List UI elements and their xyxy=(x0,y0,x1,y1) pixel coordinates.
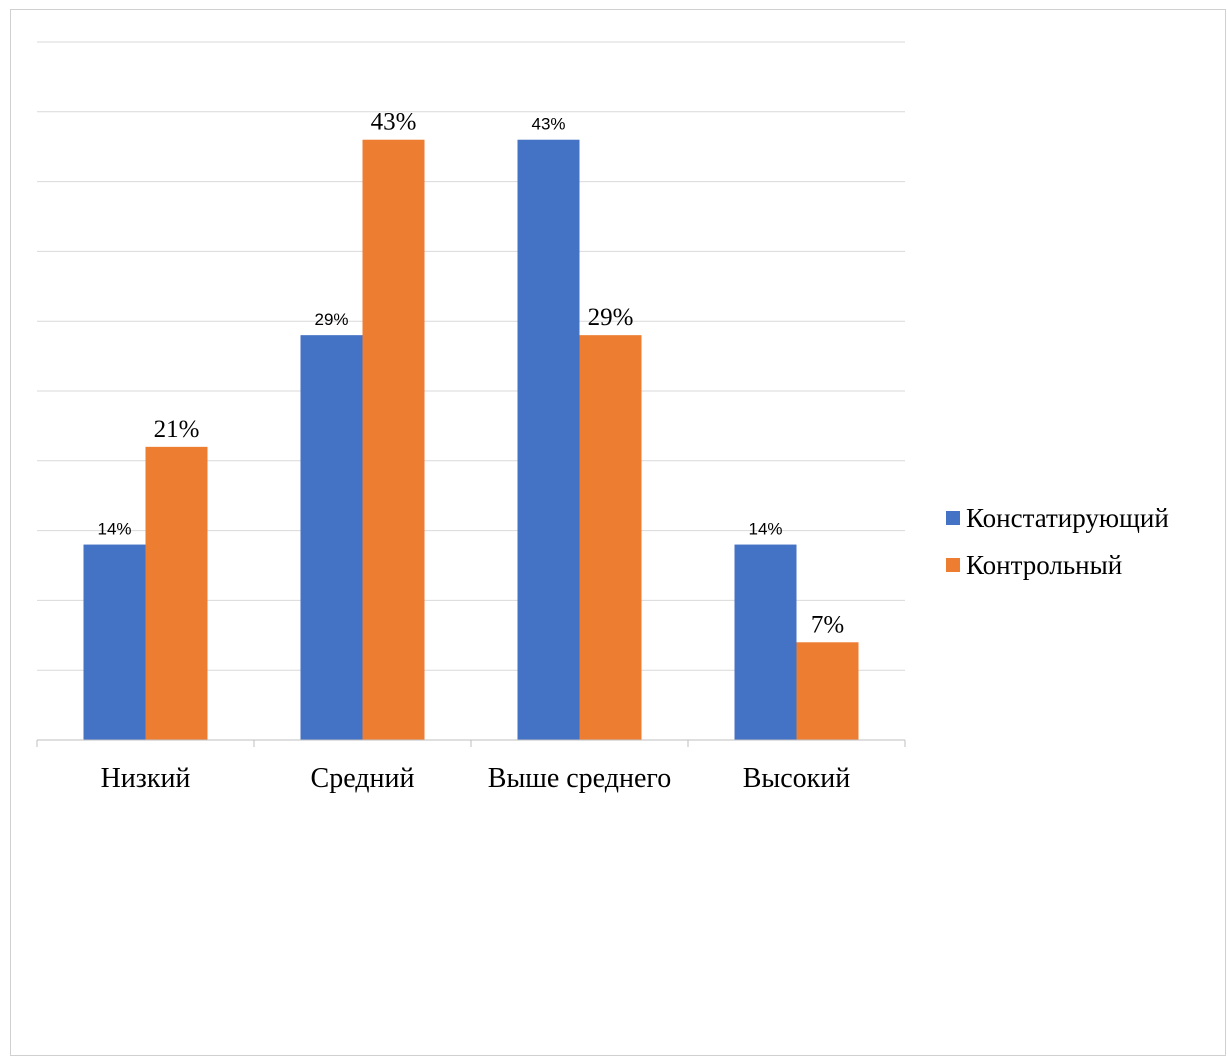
data-label: 7% xyxy=(811,611,844,638)
data-label: 29% xyxy=(314,310,348,329)
legend-label: Контрольный xyxy=(966,550,1122,580)
bar-control-2 xyxy=(579,335,642,740)
bar-control-0 xyxy=(145,446,208,740)
bar-constating-3 xyxy=(734,544,797,740)
bar-control-1 xyxy=(362,139,425,741)
x-axis: Низкий Средний Выше среднего Высокий xyxy=(36,739,906,794)
x-tick-label: Выше среднего xyxy=(488,763,671,794)
data-label: 43% xyxy=(371,109,417,136)
data-labels: 14% 29% 43% 14% 21% 43% 29% 7% xyxy=(97,109,844,639)
bar-constating-0 xyxy=(83,544,146,740)
data-label: 29% xyxy=(588,304,634,331)
bar-constating-1 xyxy=(300,335,363,740)
x-tick-label: Низкий xyxy=(101,763,191,794)
legend-swatch xyxy=(946,511,960,525)
data-label: 14% xyxy=(748,520,782,539)
data-label: 43% xyxy=(531,115,565,134)
legend-label: Констатирующий xyxy=(966,503,1169,533)
legend-swatch xyxy=(946,558,960,572)
data-label: 21% xyxy=(154,416,200,443)
bar-constating-2 xyxy=(517,139,580,741)
x-tick-label: Средний xyxy=(311,763,415,794)
bars xyxy=(83,139,859,741)
legend: Констатирующий Контрольный xyxy=(946,503,1169,580)
data-label: 14% xyxy=(97,520,131,539)
bar-control-3 xyxy=(796,642,859,740)
x-tick-label: Высокий xyxy=(743,763,851,794)
